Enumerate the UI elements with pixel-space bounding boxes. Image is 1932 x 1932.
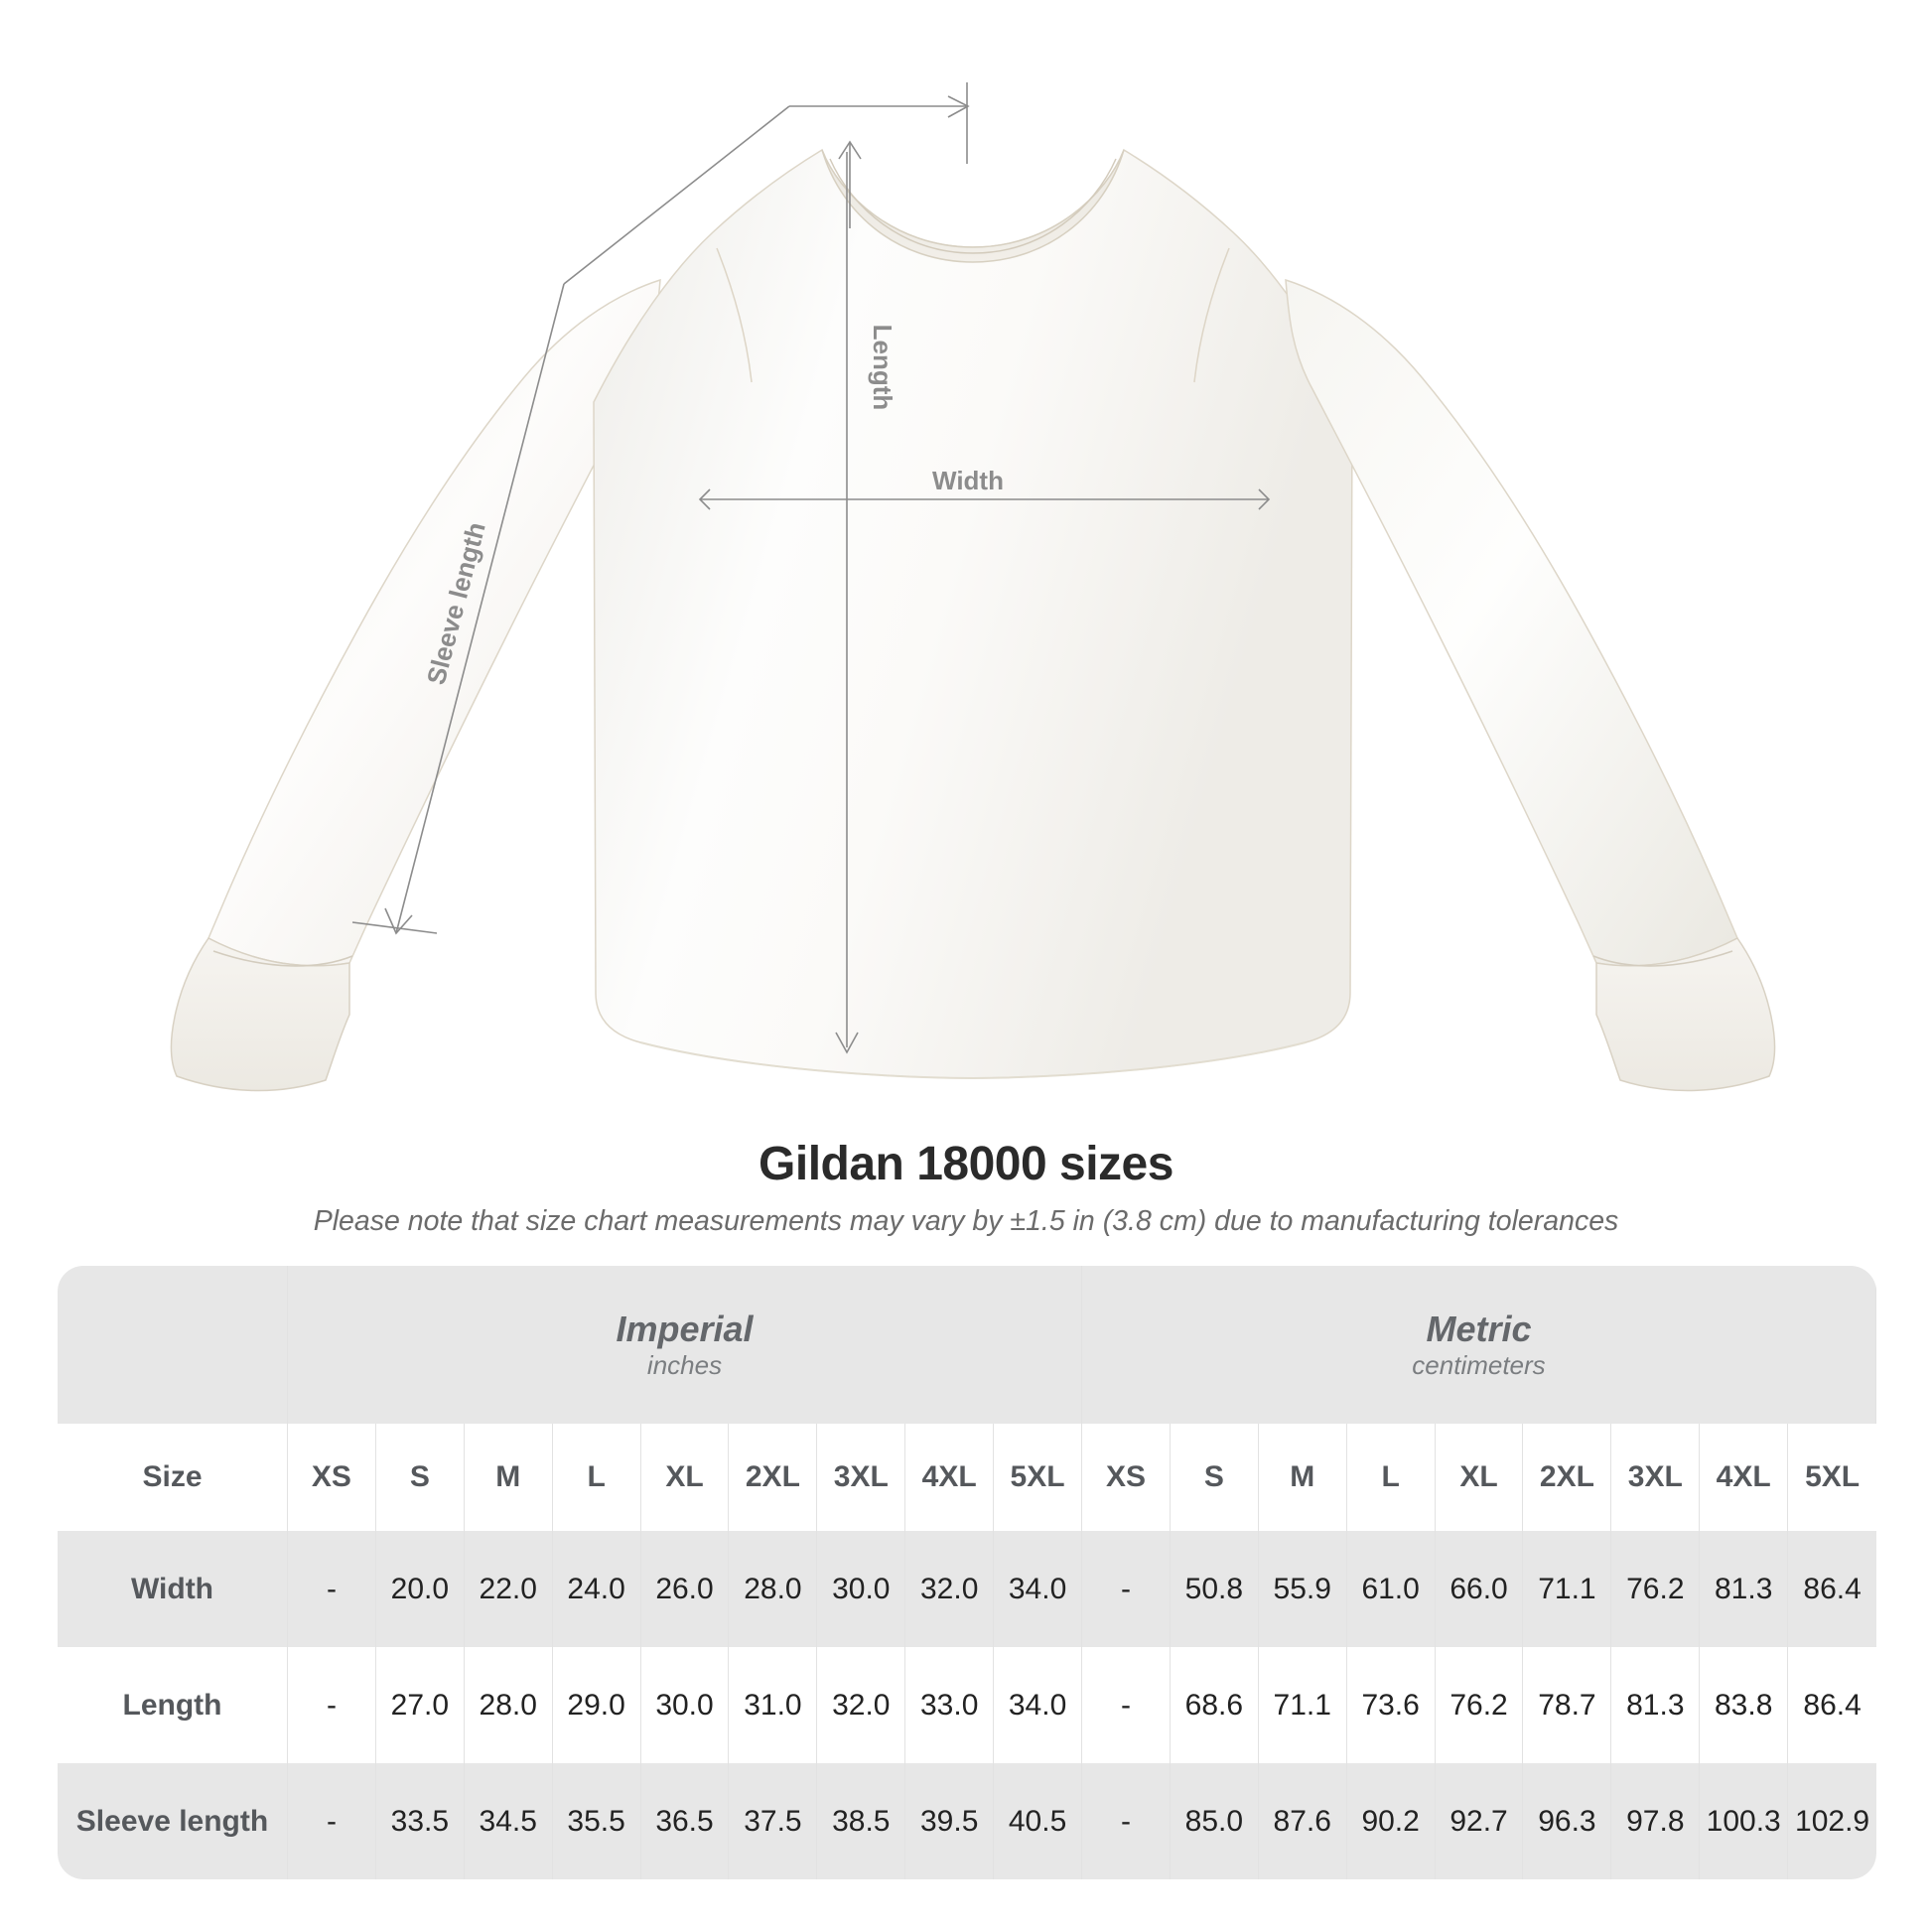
svg-text:Width: Width — [932, 466, 1004, 495]
svg-text:Length: Length — [868, 325, 897, 411]
